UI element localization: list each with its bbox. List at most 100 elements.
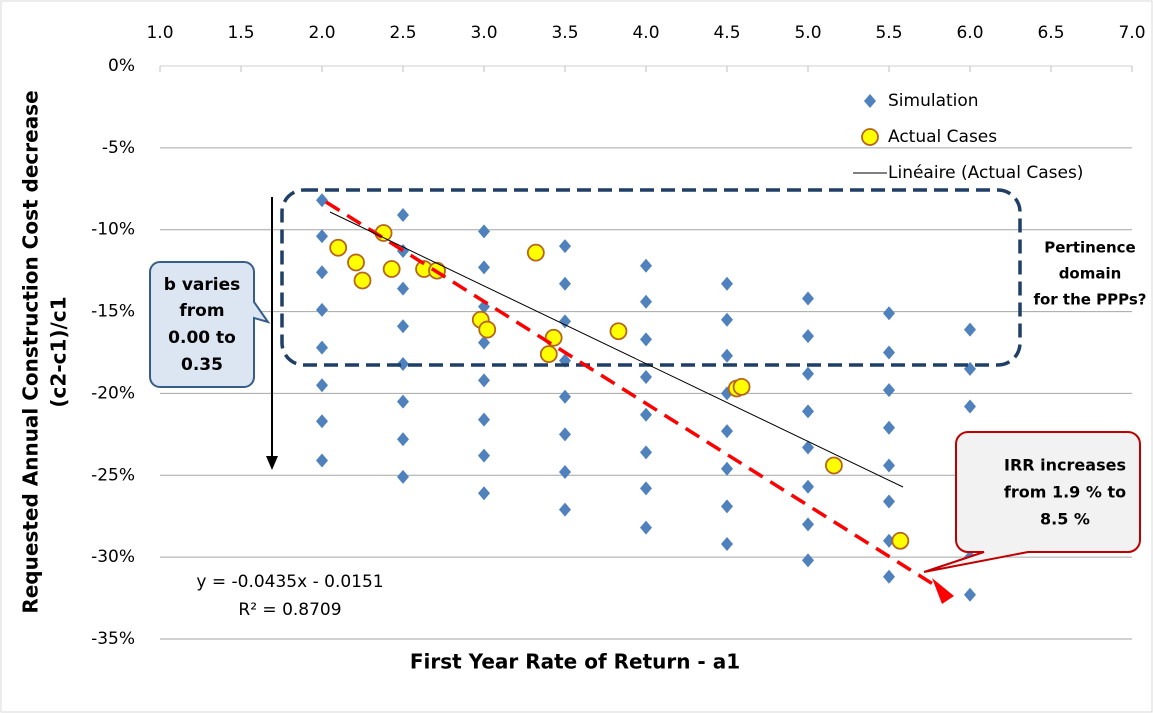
legend-label: Actual Cases — [888, 127, 997, 147]
point — [559, 465, 571, 480]
point — [891, 531, 910, 550]
point — [883, 494, 895, 509]
point — [397, 394, 409, 409]
x-tick-label: 2.5 — [389, 23, 416, 43]
point — [478, 373, 490, 388]
irr-callout — [923, 431, 1141, 573]
point — [478, 412, 490, 427]
point — [397, 469, 409, 484]
b-text: 0.35 — [181, 355, 223, 375]
trendline — [329, 211, 904, 488]
point — [559, 239, 571, 254]
x-tick-label: 1.5 — [227, 23, 254, 43]
annotations: b varies from 0.00 to 0.35 Pertinence do… — [19, 90, 1147, 673]
legend-label: Linéaire (Actual Cases) — [888, 163, 1083, 183]
legend-marker — [864, 94, 876, 108]
point — [329, 238, 348, 257]
domain-text: domain — [1059, 265, 1122, 283]
point — [964, 587, 976, 602]
y-tick-label: -30% — [91, 547, 135, 567]
point — [316, 229, 328, 244]
x-tick-label: 2.0 — [308, 23, 335, 43]
point — [353, 271, 372, 290]
x-tick-label: 4.0 — [632, 23, 659, 43]
point — [526, 243, 545, 262]
point — [478, 320, 497, 339]
point — [802, 479, 814, 494]
point — [478, 335, 490, 350]
point — [397, 432, 409, 447]
y-axis-title: (c2-c1)/c1 — [47, 296, 71, 407]
point — [802, 366, 814, 381]
point — [559, 314, 571, 329]
x-tick-label: 7.0 — [1118, 23, 1145, 43]
point — [316, 340, 328, 355]
point — [316, 302, 328, 317]
b-callout — [149, 261, 271, 388]
point — [640, 294, 652, 309]
point — [397, 319, 409, 334]
point — [640, 520, 652, 535]
point — [825, 456, 843, 475]
point — [883, 458, 895, 473]
point — [721, 499, 733, 514]
point — [883, 569, 895, 584]
point — [478, 448, 490, 463]
point — [640, 370, 652, 385]
point — [382, 260, 401, 278]
legend-label: Simulation — [888, 91, 979, 111]
irr-arrow — [325, 200, 937, 588]
point — [640, 445, 652, 460]
point — [640, 258, 652, 273]
point — [478, 486, 490, 501]
x-tick-label: 6.0 — [956, 23, 983, 43]
y-tick-label: 0% — [108, 56, 135, 76]
point — [802, 404, 814, 419]
y-tick-label: -15% — [91, 302, 135, 322]
x-tick-label: 5.5 — [875, 23, 902, 43]
point — [347, 253, 365, 272]
point — [397, 207, 409, 222]
point — [964, 399, 976, 414]
x-tick-label: 3.0 — [470, 23, 497, 43]
marks — [316, 193, 976, 602]
domain-text: Pertinence — [1044, 239, 1135, 257]
point — [640, 332, 652, 347]
irr-text: from 1.9 % to — [1004, 483, 1126, 502]
y-tick-label: -5% — [102, 138, 135, 158]
domain-box — [280, 188, 1022, 367]
x-tick-label: 3.5 — [551, 23, 578, 43]
point — [802, 329, 814, 344]
b-text: b varies — [164, 275, 241, 295]
point — [640, 481, 652, 496]
point — [559, 276, 571, 291]
x-tick-label: 1.0 — [146, 23, 173, 43]
point — [721, 424, 733, 439]
point — [397, 356, 409, 371]
y-tick-label: -10% — [91, 220, 135, 240]
point — [640, 407, 652, 422]
point — [721, 348, 733, 363]
point — [721, 312, 733, 327]
equation: y = -0.0435x - 0.0151 — [196, 572, 383, 592]
legend-marker — [861, 128, 879, 146]
r-squared: R² = 0.8709 — [238, 600, 341, 620]
point — [397, 281, 409, 296]
grid: 1.0 1.5 2.0 2.5 3.0 3.5 4.0 4.5 5.0 5.5 6.0 6.5 7.0 0… — [91, 23, 1145, 649]
point — [883, 383, 895, 398]
point — [802, 517, 814, 532]
point — [609, 322, 628, 341]
b-arrow-head — [266, 456, 278, 470]
point — [883, 533, 895, 548]
point — [721, 537, 733, 552]
point — [559, 389, 571, 404]
point — [559, 427, 571, 442]
point — [883, 345, 895, 360]
point — [559, 502, 571, 517]
irr-text: 8.5 % — [1040, 510, 1090, 529]
x-tick-label: 4.5 — [713, 23, 740, 43]
point — [802, 440, 814, 455]
x-tick-label: 5.0 — [794, 23, 821, 43]
